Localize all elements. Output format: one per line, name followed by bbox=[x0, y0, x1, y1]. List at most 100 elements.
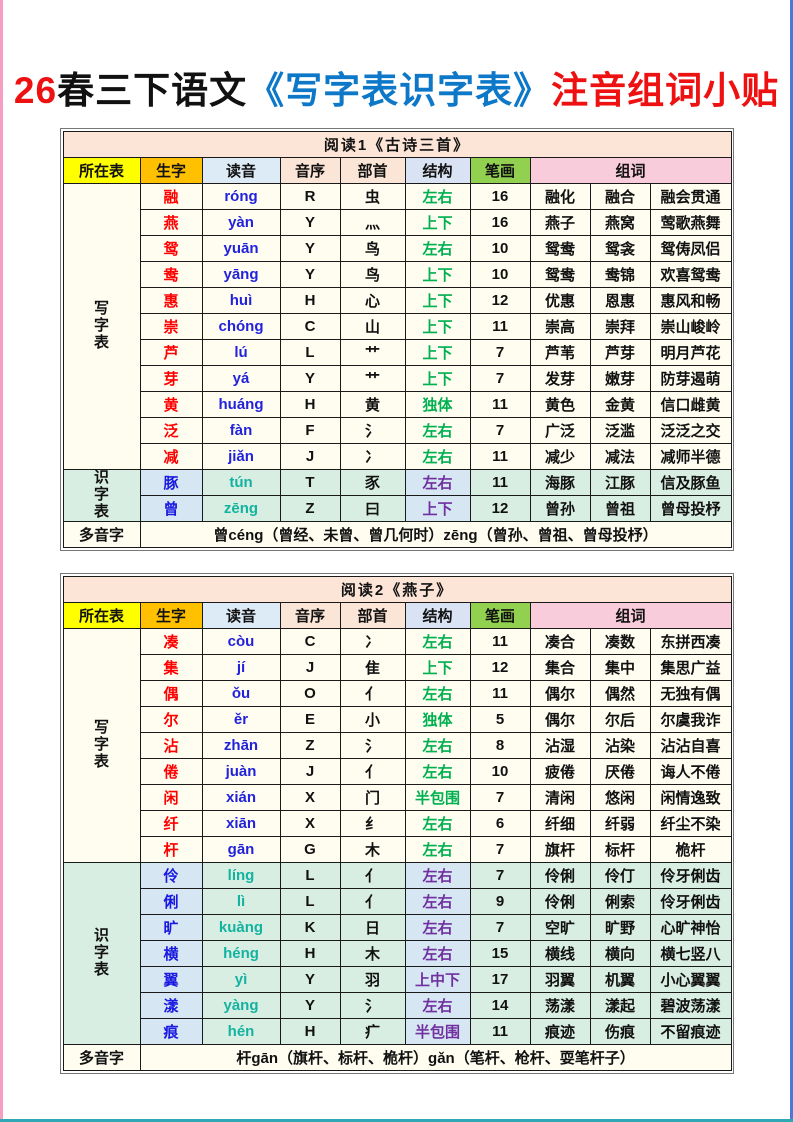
word-cell: 芦芽 bbox=[589, 339, 651, 366]
radical-cell: 木 bbox=[339, 940, 406, 967]
pinyin-cell: róng bbox=[201, 183, 281, 210]
strokes-cell: 12 bbox=[469, 654, 531, 681]
character-row: 减 jiǎn J 冫左右 11 减少 减法 减师半德 bbox=[63, 443, 732, 470]
word-cell: 集思广益 bbox=[649, 654, 732, 681]
character-cell: 减 bbox=[139, 443, 203, 470]
character-cell: 惠 bbox=[139, 287, 203, 314]
structure-cell: 独体 bbox=[404, 706, 471, 733]
character-row: 旷 kuàng K 日左右 7 空旷 旷野 心旷神怡 bbox=[63, 914, 732, 941]
initial-cell: X bbox=[279, 784, 341, 811]
word-cell: 偶尔 bbox=[529, 706, 591, 733]
column-header: 部首 bbox=[339, 157, 406, 184]
radical-cell: 豕 bbox=[339, 469, 406, 496]
structure-cell: 左右 bbox=[404, 235, 471, 262]
pinyin-cell: jiǎn bbox=[201, 443, 281, 470]
word-cell: 鸳鸯 bbox=[529, 261, 591, 288]
character-cell: 燕 bbox=[139, 209, 203, 236]
column-header: 音序 bbox=[279, 157, 341, 184]
initial-cell: C bbox=[279, 628, 341, 655]
strokes-cell: 16 bbox=[469, 209, 531, 236]
section-label-write: 写字表 bbox=[62, 183, 141, 470]
column-header: 所在表 bbox=[62, 157, 141, 184]
initial-cell: J bbox=[279, 443, 341, 470]
radical-cell: 艹 bbox=[339, 365, 406, 392]
word-cell: 厌倦 bbox=[589, 758, 651, 785]
strokes-cell: 16 bbox=[469, 183, 531, 210]
character-cell: 芦 bbox=[139, 339, 203, 366]
radical-cell: 氵 bbox=[339, 417, 406, 444]
word-cell: 伶俐 bbox=[529, 862, 591, 889]
word-cell: 集中 bbox=[589, 654, 651, 681]
structure-cell: 左右 bbox=[404, 469, 471, 496]
structure-cell: 左右 bbox=[404, 810, 471, 837]
word-cell: 伤痕 bbox=[589, 1018, 651, 1045]
character-row: 黄 huáng H 黄独体 11 黄色 金黄 信口雌黄 bbox=[63, 391, 732, 418]
structure-cell: 上下 bbox=[404, 209, 471, 236]
strokes-cell: 11 bbox=[469, 680, 531, 707]
initial-cell: H bbox=[279, 391, 341, 418]
strokes-cell: 10 bbox=[469, 261, 531, 288]
pinyin-cell: xiān bbox=[201, 810, 281, 837]
structure-cell: 左右 bbox=[404, 680, 471, 707]
structure-cell: 上下 bbox=[404, 313, 471, 340]
table-title: 阅读2《燕子》 bbox=[62, 576, 732, 603]
pinyin-cell: juàn bbox=[201, 758, 281, 785]
word-cell: 嫩芽 bbox=[589, 365, 651, 392]
word-cell: 融会贯通 bbox=[649, 183, 732, 210]
character-row: 俐 lì L 亻左右 9 伶俐 俐索 伶牙俐齿 bbox=[63, 888, 732, 915]
word-cell: 悠闲 bbox=[589, 784, 651, 811]
structure-cell: 左右 bbox=[404, 183, 471, 210]
initial-cell: H bbox=[279, 287, 341, 314]
character-row: 沾 zhān Z 氵左右 8 沾湿 沾染 沾沾自喜 bbox=[63, 732, 732, 759]
strokes-cell: 7 bbox=[469, 339, 531, 366]
strokes-cell: 7 bbox=[469, 836, 531, 863]
structure-cell: 上下 bbox=[404, 365, 471, 392]
strokes-cell: 6 bbox=[469, 810, 531, 837]
word-cell: 标杆 bbox=[589, 836, 651, 863]
word-cell: 信及豚鱼 bbox=[649, 469, 732, 496]
strokes-cell: 7 bbox=[469, 784, 531, 811]
radical-cell: 门 bbox=[339, 784, 406, 811]
character-cell: 尔 bbox=[139, 706, 203, 733]
pinyin-cell: còu bbox=[201, 628, 281, 655]
table-box-1: 阅读1《古诗三首》 所在表 生字 读音 音序 部首 结构 笔画 组词写字表融 róng R 虫左右 16… bbox=[59, 128, 734, 551]
word-cell: 漾起 bbox=[589, 992, 651, 1019]
radical-cell: 艹 bbox=[339, 339, 406, 366]
initial-cell: O bbox=[279, 680, 341, 707]
radical-cell: 疒 bbox=[339, 1018, 406, 1045]
radical-cell: 日 bbox=[339, 914, 406, 941]
initial-cell: G bbox=[279, 836, 341, 863]
pinyin-cell: lì bbox=[201, 888, 281, 915]
initial-cell: Z bbox=[279, 495, 341, 522]
word-cell: 鸳俦凤侣 bbox=[649, 235, 732, 262]
word-cell: 俐索 bbox=[589, 888, 651, 915]
character-row: 燕 yàn Y 灬上下 16 燕子 燕窝 莺歌燕舞 bbox=[63, 209, 732, 236]
word-cell: 曾母投杼 bbox=[649, 495, 732, 522]
title-segment-red-tail: 注音组词小贴 bbox=[551, 70, 780, 111]
initial-cell: H bbox=[279, 940, 341, 967]
character-cell: 纤 bbox=[139, 810, 203, 837]
radical-cell: 亻 bbox=[339, 862, 406, 889]
word-cell: 清闲 bbox=[529, 784, 591, 811]
page-edge-left-decoration bbox=[0, 0, 3, 1122]
strokes-cell: 12 bbox=[469, 287, 531, 314]
word-cell: 曾孙 bbox=[529, 495, 591, 522]
word-cell: 泛泛之交 bbox=[649, 417, 732, 444]
word-cell: 羽翼 bbox=[529, 966, 591, 993]
radical-cell: 亻 bbox=[339, 680, 406, 707]
character-row: 惠 huì H 心上下 12 优惠 恩惠 惠风和畅 bbox=[63, 287, 732, 314]
radical-cell: 纟 bbox=[339, 810, 406, 837]
word-cell: 偶然 bbox=[589, 680, 651, 707]
character-row: 写字表凑 còu C 冫左右 11 凑合 凑数 东拼西凑 bbox=[62, 628, 732, 863]
column-header: 笔画 bbox=[469, 602, 531, 629]
structure-cell: 半包围 bbox=[404, 1018, 471, 1045]
word-cell: 空旷 bbox=[529, 914, 591, 941]
word-cell: 横线 bbox=[529, 940, 591, 967]
structure-cell: 左右 bbox=[404, 628, 471, 655]
word-cell: 小心翼翼 bbox=[649, 966, 732, 993]
word-cell: 伶仃 bbox=[589, 862, 651, 889]
strokes-cell: 10 bbox=[469, 758, 531, 785]
radical-cell: 曰 bbox=[339, 495, 406, 522]
radical-cell: 亻 bbox=[339, 888, 406, 915]
